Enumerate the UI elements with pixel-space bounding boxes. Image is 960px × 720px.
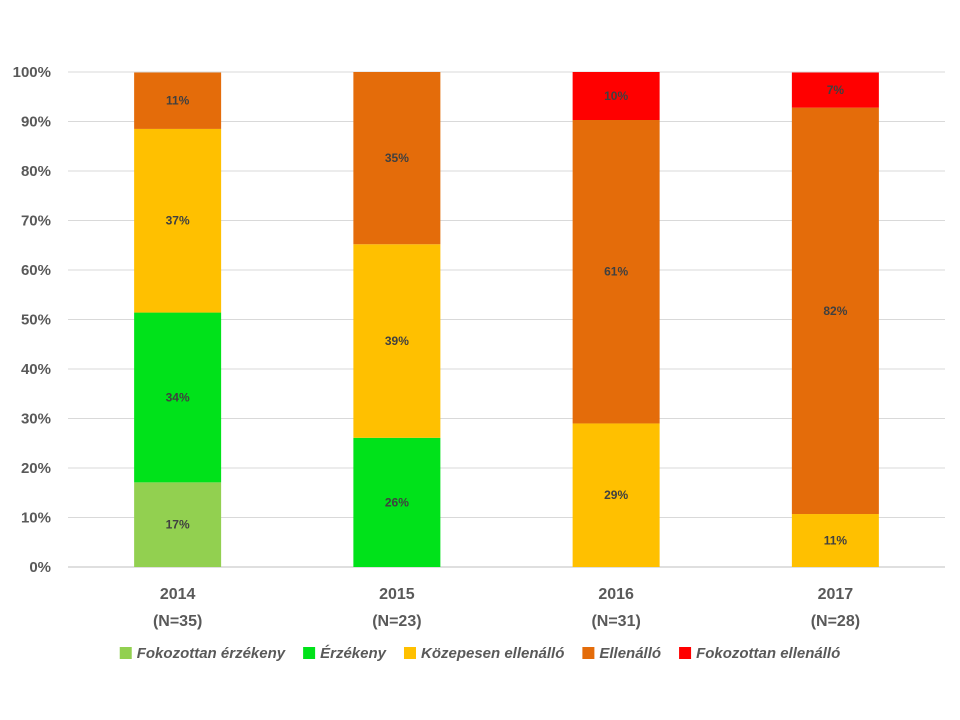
x-category-label: 2016 [598, 586, 634, 603]
bar-segment [353, 72, 441, 245]
y-tick-label: 40% [21, 361, 51, 378]
y-tick-label: 60% [21, 262, 51, 279]
data-label: 29% [604, 488, 628, 502]
bar-segment [791, 72, 879, 108]
y-tick-label: 90% [21, 114, 51, 131]
x-category-label: 2015 [379, 586, 415, 603]
y-tick-label: 70% [21, 213, 51, 230]
legend-item: Ellenálló [582, 645, 661, 662]
legend-swatch [119, 647, 132, 659]
data-label: 11% [166, 94, 190, 108]
data-label: 26% [385, 495, 409, 509]
data-label: 82% [823, 304, 847, 318]
bars: 17% 34% 37% 11% 26% 39% 35% 29% 61% 10% 11% 82% 7% [134, 72, 879, 567]
legend-label: Fokozottan ellenálló [696, 645, 840, 662]
y-tick-label: 50% [21, 312, 51, 329]
legend-item: Fokozottan ellenálló [679, 645, 840, 662]
y-tick-label: 100% [13, 64, 51, 81]
bar-segment [791, 514, 879, 567]
legend-swatch [582, 647, 595, 659]
legend-swatch [679, 647, 692, 659]
data-label: 17% [166, 518, 190, 532]
x-category-label: 2017 [818, 586, 854, 603]
legend-label: Közepesen ellenálló [421, 645, 564, 662]
legend-label: Érzékeny [320, 645, 387, 662]
bar-segment [572, 120, 660, 424]
bar-segment [134, 128, 222, 313]
bar-segment [134, 312, 222, 483]
bar-segment [134, 72, 222, 129]
bar-segment [353, 437, 441, 567]
data-label: 7% [827, 83, 845, 97]
data-label: 35% [385, 151, 409, 165]
bar-segment [572, 423, 660, 567]
y-tick-label: 0% [29, 559, 51, 576]
legend-label: Ellenálló [599, 645, 661, 662]
y-tick-label: 10% [21, 510, 51, 527]
bar-segment [353, 244, 441, 438]
legend-item: Fokozottan érzékeny [119, 645, 286, 662]
data-label: 11% [824, 534, 848, 548]
legend-label: Fokozottan érzékeny [137, 645, 286, 662]
y-tick-label: 30% [21, 411, 51, 428]
x-category-label: 2014 [160, 586, 196, 603]
legend: Fokozottan érzékeny Érzékeny Közepesen ell… [119, 645, 840, 662]
bar-segment [134, 482, 222, 567]
legend-swatch [303, 647, 316, 659]
data-label: 37% [166, 214, 190, 228]
bar-segment [791, 107, 879, 515]
x-category-count: (N=31) [591, 613, 640, 630]
x-category-count: (N=28) [811, 613, 860, 630]
y-tick-label: 80% [21, 163, 51, 180]
x-category-count: (N=35) [153, 613, 202, 630]
x-category-count: (N=23) [372, 613, 421, 630]
data-label: 34% [166, 390, 190, 404]
data-label: 61% [604, 265, 628, 279]
x-axis: 2014 (N=35) 2015 (N=23) 2016 (N=31) 2017 (N=28) [153, 586, 860, 630]
bar-segment [572, 72, 660, 121]
y-tick-label: 20% [21, 460, 51, 477]
data-label: 39% [385, 334, 409, 348]
legend-item: Közepesen ellenálló [403, 645, 564, 662]
legend-item: Érzékeny [303, 645, 387, 662]
data-label: 10% [604, 89, 628, 103]
y-axis: 0% 10% 20% 30% 40% 50% 60% 70% 80% 90% 100% [13, 64, 51, 576]
legend-swatch [403, 647, 416, 659]
